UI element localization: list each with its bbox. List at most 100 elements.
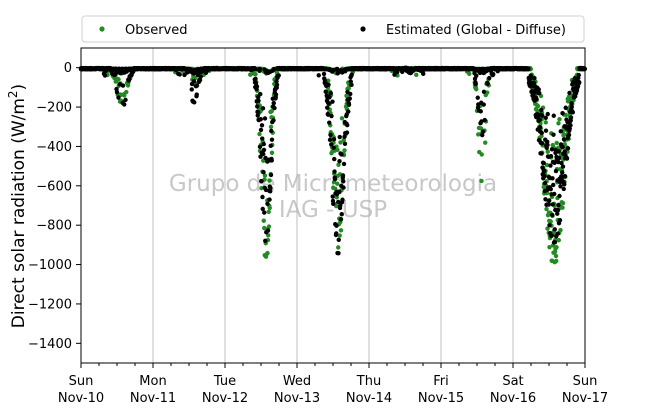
estimated-point <box>348 91 353 97</box>
x-tick-label-day: Wed <box>283 374 311 389</box>
estimated-point <box>191 79 197 84</box>
estimated-point <box>474 73 479 79</box>
observed-point <box>339 116 345 121</box>
estimated-point <box>480 129 486 134</box>
observed-point <box>554 140 559 146</box>
estimated-point <box>539 151 544 156</box>
estimated-point <box>329 113 334 119</box>
observed-point <box>414 72 419 78</box>
observed-point <box>122 93 127 98</box>
estimated-point <box>197 77 203 83</box>
estimated-point <box>481 89 487 95</box>
estimated-point <box>326 101 331 106</box>
x-tick-label-date: Nov-15 <box>418 391 464 406</box>
estimated-point <box>337 159 342 164</box>
estimated-point <box>340 197 345 202</box>
estimated-point <box>346 109 351 114</box>
observed-point <box>554 258 559 264</box>
estimated-point <box>564 156 570 161</box>
estimated-point <box>328 90 333 96</box>
estimated-point <box>556 149 561 154</box>
x-tick-label-date: Nov-17 <box>562 391 608 406</box>
estimated-point <box>559 160 564 166</box>
estimated-point <box>548 187 553 192</box>
estimated-point <box>553 168 559 174</box>
estimated-point <box>550 176 555 181</box>
estimated-point <box>337 189 342 194</box>
estimated-point <box>560 111 565 116</box>
observed-point <box>336 162 341 167</box>
estimated-point <box>261 169 266 175</box>
estimated-point <box>337 134 342 140</box>
estimated-point <box>326 82 331 87</box>
estimated-point <box>265 201 270 206</box>
observed-point <box>553 253 559 259</box>
observed-point <box>478 126 484 131</box>
estimated-point <box>347 96 352 101</box>
estimated-point <box>541 160 546 166</box>
observed-point <box>547 244 552 250</box>
x-gridlines <box>152 48 514 363</box>
estimated-point <box>267 197 272 202</box>
observed-point <box>261 218 266 223</box>
estimated-point <box>485 81 490 86</box>
estimated-point <box>268 143 273 149</box>
estimated-point <box>539 130 544 136</box>
estimated-point <box>316 73 321 78</box>
x-tick-label-day: Thu <box>356 374 381 389</box>
estimated-point <box>549 147 555 152</box>
estimated-point <box>321 71 327 77</box>
estimated-point <box>349 72 354 77</box>
estimated-point <box>552 240 558 245</box>
estimated-point <box>543 128 549 133</box>
estimated-point <box>272 105 277 111</box>
estimated-point <box>194 92 199 97</box>
estimated-point <box>560 170 565 175</box>
estimated-point <box>542 180 548 186</box>
observed-point <box>560 200 566 206</box>
observed-point <box>556 238 561 243</box>
estimated-point <box>255 110 261 115</box>
estimated-point <box>260 136 265 141</box>
y-tick-label: −800 <box>36 219 72 234</box>
estimated-point <box>568 123 573 128</box>
observed-point <box>338 228 344 233</box>
estimated-point <box>261 147 267 153</box>
estimated-point <box>259 179 264 184</box>
estimated-point <box>556 202 561 208</box>
estimated-point <box>127 77 132 82</box>
observed-point <box>338 140 343 145</box>
estimated-point <box>539 107 544 113</box>
y-tick-label: −1000 <box>28 258 72 273</box>
estimated-point <box>268 189 273 194</box>
data-points <box>78 65 587 265</box>
estimated-point <box>551 132 556 137</box>
estimated-point <box>330 99 335 104</box>
y-axis: 0 −200 −400 −600 −800 −1000 −1200 −1400 <box>28 61 81 352</box>
estimated-point <box>338 217 344 222</box>
estimated-point <box>327 95 332 100</box>
x-tick-label-date: Nov-16 <box>490 391 536 406</box>
estimated-point <box>552 191 557 197</box>
estimated-point <box>561 186 566 192</box>
estimated-point <box>570 110 575 115</box>
estimated-point <box>526 66 531 72</box>
estimated-point <box>557 193 562 199</box>
estimated-point <box>177 72 182 77</box>
estimated-point <box>566 132 572 138</box>
estimated-point <box>257 144 263 149</box>
estimated-point <box>272 67 277 72</box>
estimated-point <box>120 83 126 88</box>
estimated-point <box>555 211 560 216</box>
estimated-point <box>334 223 339 228</box>
estimated-point <box>473 81 478 87</box>
estimated-point <box>341 179 346 184</box>
estimated-point <box>551 182 556 188</box>
estimated-point <box>561 137 567 142</box>
estimated-point <box>345 122 350 128</box>
observed-point <box>344 93 349 98</box>
estimated-point <box>557 155 562 161</box>
estimated-point <box>538 125 543 130</box>
x-tick-label-day: Sun <box>573 374 598 389</box>
